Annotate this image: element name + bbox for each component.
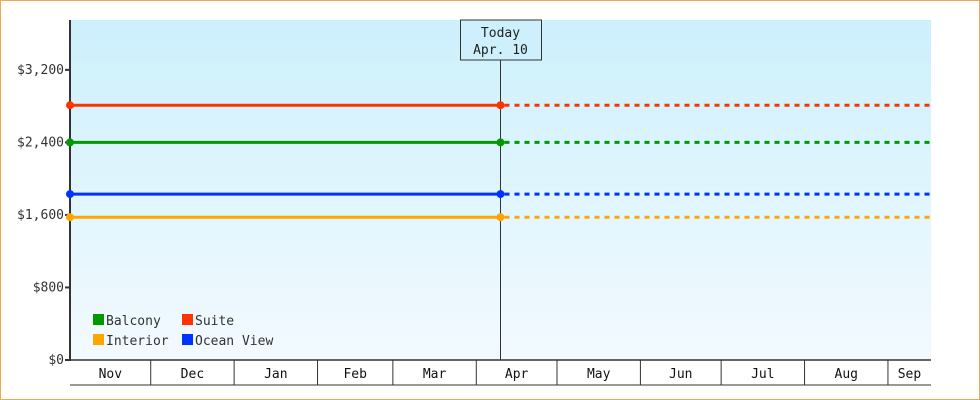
x-tick-label: May [587,367,611,382]
data-point [66,190,74,199]
today-marker: Today Apr. 10 [460,19,542,360]
data-point [496,213,505,222]
legend-label: Suite [195,314,234,329]
x-tick-label: Sep [898,367,922,382]
today-label-box [460,19,542,61]
x-tick-label: Aug [835,367,858,382]
series-balcony [66,138,931,147]
legend-swatch [182,334,193,345]
x-tick-label: Mar [423,367,447,382]
series-group [66,101,931,222]
legend-label: Interior [106,334,169,349]
x-tick-label: Feb [343,367,367,382]
legend-swatch [182,314,193,325]
series-ocean-view [66,190,931,199]
data-point [66,213,74,222]
today-label: Today [481,26,520,41]
y-axis: $0 $800 $1,600 $2,400 $3,200 [17,20,71,368]
y-tick-label: $800 [33,280,64,295]
x-tick-label: Jan [264,367,287,382]
legend-swatch [93,334,104,345]
legend-label: Ocean View [195,334,273,349]
y-tick-label: $3,200 [17,63,64,78]
x-tick-label: Dec [181,367,204,382]
legend-swatch [93,314,104,325]
today-date-label: Apr. 10 [473,43,528,58]
y-tick-label: $0 [48,353,64,368]
series-suite [66,101,931,110]
legend: Balcony Suite Interior Ocean View [93,314,273,349]
data-point [66,138,74,147]
data-point [496,101,505,110]
x-tick-label: Jul [751,367,774,382]
x-axis: Nov Dec Jan Feb Mar Apr May Jun Jul Aug Sep [70,359,931,386]
data-point [496,138,505,147]
legend-label: Balcony [106,314,161,329]
y-tick-label: $1,600 [17,208,64,223]
x-tick-label: Nov [99,367,123,382]
data-point [66,101,74,110]
x-tick-label: Apr [505,367,529,382]
x-tick-label: Jun [669,367,692,382]
series-interior [66,213,931,222]
y-tick-label: $2,400 [17,135,64,150]
data-point [496,190,505,199]
